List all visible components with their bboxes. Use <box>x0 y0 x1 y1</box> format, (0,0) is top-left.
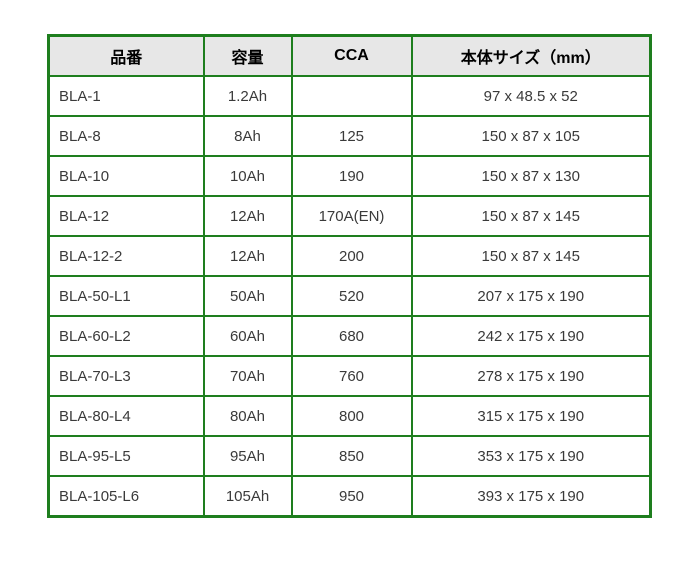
cell-body-size: 150 x 87 x 130 <box>410 155 652 197</box>
table-row: BLA-70-L3 70Ah 760 278 x 175 x 190 <box>47 355 652 397</box>
cell-capacity: 12Ah <box>202 235 293 277</box>
table-row: BLA-105-L6 105Ah 950 393 x 175 x 190 <box>47 475 652 518</box>
cell-body-size: 150 x 87 x 105 <box>410 115 652 157</box>
table-row: BLA-60-L2 60Ah 680 242 x 175 x 190 <box>47 315 652 357</box>
cell-cca: 950 <box>290 475 413 518</box>
cell-body-size: 207 x 175 x 190 <box>410 275 652 317</box>
cell-part-number: BLA-50-L1 <box>47 275 205 317</box>
cell-part-number: BLA-105-L6 <box>47 475 205 518</box>
table-row: BLA-1 1.2Ah 97 x 48.5 x 52 <box>47 75 652 117</box>
cell-capacity: 50Ah <box>202 275 293 317</box>
cell-part-number: BLA-12-2 <box>47 235 205 277</box>
table-body: BLA-1 1.2Ah 97 x 48.5 x 52 BLA-8 8Ah 125… <box>47 75 652 518</box>
cell-body-size: 150 x 87 x 145 <box>410 235 652 277</box>
cell-body-size: 315 x 175 x 190 <box>410 395 652 437</box>
cell-cca: 170A(EN) <box>290 195 413 237</box>
table-row: BLA-12-2 12Ah 200 150 x 87 x 145 <box>47 235 652 277</box>
col-header-capacity: 容量 <box>202 34 293 77</box>
cell-capacity: 70Ah <box>202 355 293 397</box>
cell-part-number: BLA-12 <box>47 195 205 237</box>
cell-body-size: 150 x 87 x 145 <box>410 195 652 237</box>
header-row: 品番 容量 CCA 本体サイズ（mm） <box>47 34 652 77</box>
cell-body-size: 353 x 175 x 190 <box>410 435 652 477</box>
cell-part-number: BLA-10 <box>47 155 205 197</box>
cell-capacity: 105Ah <box>202 475 293 518</box>
cell-cca: 850 <box>290 435 413 477</box>
cell-capacity: 80Ah <box>202 395 293 437</box>
cell-body-size: 97 x 48.5 x 52 <box>410 75 652 117</box>
col-header-part-number: 品番 <box>47 34 205 77</box>
table-header: 品番 容量 CCA 本体サイズ（mm） <box>47 34 652 77</box>
cell-cca: 520 <box>290 275 413 317</box>
cell-body-size: 278 x 175 x 190 <box>410 355 652 397</box>
table-row: BLA-95-L5 95Ah 850 353 x 175 x 190 <box>47 435 652 477</box>
cell-cca: 190 <box>290 155 413 197</box>
cell-capacity: 8Ah <box>202 115 293 157</box>
cell-cca: 800 <box>290 395 413 437</box>
cell-part-number: BLA-70-L3 <box>47 355 205 397</box>
cell-part-number: BLA-8 <box>47 115 205 157</box>
cell-capacity: 60Ah <box>202 315 293 357</box>
cell-part-number: BLA-1 <box>47 75 205 117</box>
table-row: BLA-12 12Ah 170A(EN) 150 x 87 x 145 <box>47 195 652 237</box>
cell-part-number: BLA-95-L5 <box>47 435 205 477</box>
cell-cca: 760 <box>290 355 413 397</box>
cell-cca: 680 <box>290 315 413 357</box>
cell-body-size: 242 x 175 x 190 <box>410 315 652 357</box>
cell-cca: 125 <box>290 115 413 157</box>
cell-cca: 200 <box>290 235 413 277</box>
table-row: BLA-80-L4 80Ah 800 315 x 175 x 190 <box>47 395 652 437</box>
col-header-cca: CCA <box>290 34 413 77</box>
cell-cca <box>290 75 413 117</box>
table-row: BLA-50-L1 50Ah 520 207 x 175 x 190 <box>47 275 652 317</box>
battery-spec-table: 品番 容量 CCA 本体サイズ（mm） BLA-1 1.2Ah 97 x 48.… <box>47 34 652 518</box>
cell-part-number: BLA-60-L2 <box>47 315 205 357</box>
cell-part-number: BLA-80-L4 <box>47 395 205 437</box>
table-row: BLA-8 8Ah 125 150 x 87 x 105 <box>47 115 652 157</box>
table-row: BLA-10 10Ah 190 150 x 87 x 130 <box>47 155 652 197</box>
cell-capacity: 10Ah <box>202 155 293 197</box>
col-header-body-size: 本体サイズ（mm） <box>410 34 652 77</box>
cell-capacity: 12Ah <box>202 195 293 237</box>
cell-body-size: 393 x 175 x 190 <box>410 475 652 518</box>
cell-capacity: 95Ah <box>202 435 293 477</box>
cell-capacity: 1.2Ah <box>202 75 293 117</box>
